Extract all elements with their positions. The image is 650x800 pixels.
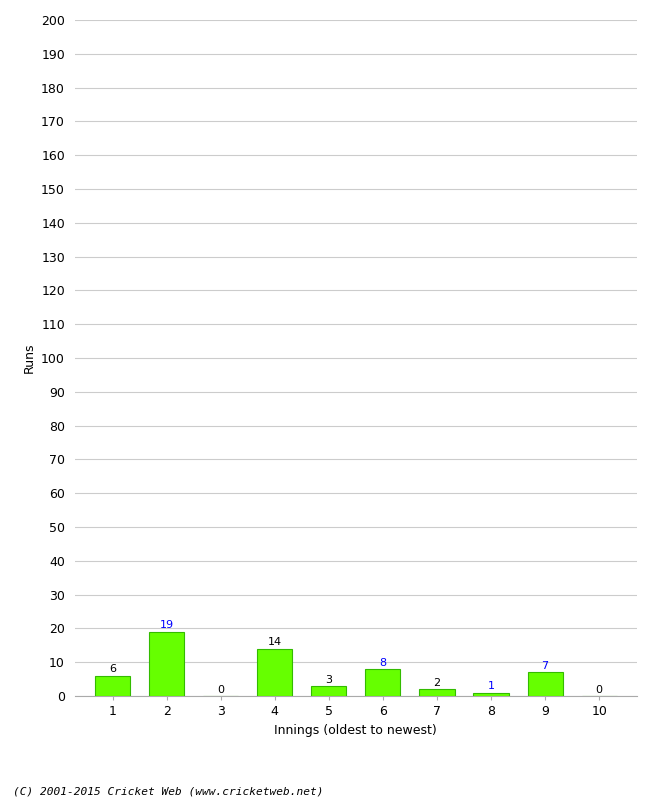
Y-axis label: Runs: Runs xyxy=(23,342,36,374)
Bar xyxy=(365,669,400,696)
Text: 8: 8 xyxy=(380,658,387,668)
Bar xyxy=(149,632,184,696)
Bar xyxy=(257,649,292,696)
Bar xyxy=(419,690,454,696)
Bar xyxy=(528,672,563,696)
Text: 6: 6 xyxy=(109,664,116,674)
Text: 1: 1 xyxy=(488,682,495,691)
Text: 14: 14 xyxy=(268,638,282,647)
Text: 2: 2 xyxy=(434,678,441,688)
Text: 3: 3 xyxy=(326,674,332,685)
Bar xyxy=(473,693,508,696)
Text: 0: 0 xyxy=(217,685,224,694)
Bar xyxy=(311,686,346,696)
Bar xyxy=(95,676,130,696)
X-axis label: Innings (oldest to newest): Innings (oldest to newest) xyxy=(274,723,437,737)
Text: (C) 2001-2015 Cricket Web (www.cricketweb.net): (C) 2001-2015 Cricket Web (www.cricketwe… xyxy=(13,786,324,796)
Text: 7: 7 xyxy=(541,661,549,671)
Text: 0: 0 xyxy=(595,685,603,694)
Text: 19: 19 xyxy=(160,621,174,630)
